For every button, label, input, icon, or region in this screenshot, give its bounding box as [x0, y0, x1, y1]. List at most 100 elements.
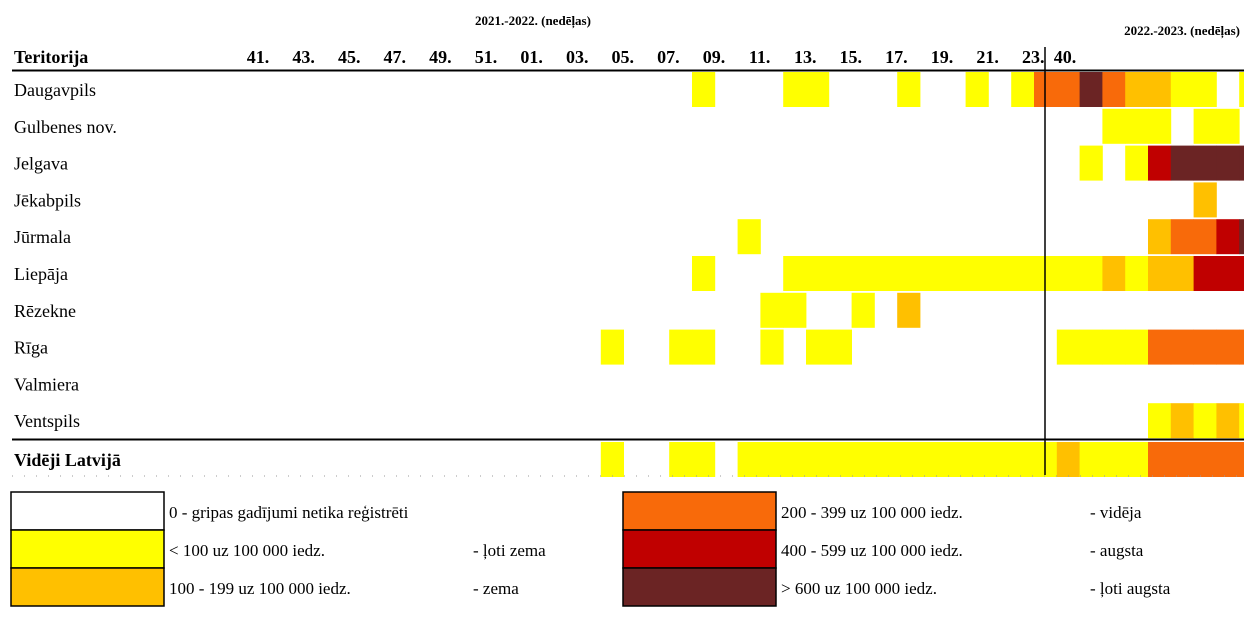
- week-label: 17.: [885, 47, 908, 67]
- heatmap-cell: [783, 292, 807, 328]
- heatmap-cell: [1193, 145, 1217, 181]
- heatmap-cell: [1148, 145, 1172, 181]
- heatmap-cell: [1079, 72, 1103, 107]
- heatmap-cell: [1102, 329, 1126, 365]
- legend-range-label: < 100 uz 100 000 iedz.: [169, 541, 325, 560]
- heatmap-cell: [760, 442, 784, 477]
- heatmap-cell: [1056, 256, 1080, 291]
- territory-label: Jelgava: [14, 154, 68, 174]
- heatmap-cell: [1125, 72, 1149, 107]
- heatmap-cell: [1102, 108, 1126, 144]
- heatmap-cell: [692, 256, 716, 291]
- heatmap-cell: [1193, 219, 1217, 255]
- season-header-2021-2022: 2021.-2022. (nedēļas): [475, 13, 591, 29]
- heatmap-cell: [1148, 256, 1172, 291]
- legend-range-label: > 600 uz 100 000 iedz.: [781, 579, 937, 598]
- legend-level-label: - zema: [473, 579, 519, 598]
- week-label: 45.: [338, 47, 361, 67]
- legend-level-label: - ļoti augsta: [1090, 579, 1171, 598]
- heatmap-cell: [965, 442, 989, 477]
- legend-swatch: [10, 491, 165, 531]
- heatmap-cell: [1102, 72, 1126, 107]
- heatmap-cell: [828, 442, 852, 477]
- week-label: 47.: [384, 47, 407, 67]
- week-label: 03.: [566, 47, 589, 67]
- heatmap-cell: [737, 442, 761, 477]
- heatmap-cell: [669, 329, 693, 365]
- legend-swatch: [622, 567, 777, 607]
- heatmap-cell: [1079, 256, 1103, 291]
- heatmap-cell: [1056, 329, 1080, 365]
- heatmap-cell: [692, 442, 716, 477]
- heatmap-cell: [1216, 442, 1240, 477]
- heatmap-cell: [828, 256, 852, 291]
- heatmap-cell: [920, 442, 944, 477]
- week-label: 15.: [840, 47, 863, 67]
- heatmap-cell: [1125, 256, 1149, 291]
- heatmap-cell: [1216, 403, 1240, 439]
- heatmap-cell: [1239, 72, 1244, 107]
- heatmap-cell: [828, 329, 852, 365]
- heatmap-cell: [920, 256, 944, 291]
- legend-range-label: 400 - 599 uz 100 000 iedz.: [781, 541, 963, 560]
- heatmap-cell: [874, 442, 898, 477]
- heatmap-cell: [851, 256, 875, 291]
- territory-label: Vidēji Latvijā: [14, 450, 121, 470]
- territory-label: Rīga: [14, 338, 48, 358]
- week-label: 11.: [749, 47, 771, 67]
- heatmap-cell: [1011, 256, 1035, 291]
- row-header: Teritorija: [14, 47, 88, 67]
- heatmap-cell: [988, 256, 1012, 291]
- week-label: 43.: [292, 47, 315, 67]
- heatmap-cell: [806, 72, 830, 107]
- week-label: 49.: [429, 47, 452, 67]
- heatmap-cell: [737, 219, 761, 255]
- territory-label: Valmiera: [14, 374, 79, 394]
- heatmap-cell: [783, 256, 807, 291]
- week-label: 21.: [976, 47, 999, 67]
- heatmap-cell: [1148, 403, 1172, 439]
- heatmap-cell: [1056, 442, 1080, 477]
- territory-label: Daugavpils: [14, 80, 96, 100]
- heatmap-cell: [669, 442, 693, 477]
- legend-swatch: [10, 567, 165, 607]
- heatmap-cell: [1125, 108, 1149, 144]
- heatmap-cell: [1148, 442, 1172, 477]
- heatmap-cell: [1239, 145, 1244, 181]
- heatmap-cell: [988, 442, 1012, 477]
- territory-label: Rēzekne: [14, 301, 76, 321]
- grid-lines: [12, 47, 1244, 477]
- heatmap-cell: [806, 329, 830, 365]
- territory-label: Ventspils: [14, 411, 80, 431]
- legend: 0 - gripas gadījumi netika reģistrēti < 1…: [10, 491, 1171, 607]
- territory-label: Liepāja: [14, 264, 68, 284]
- legend-swatch: [622, 529, 777, 569]
- heatmap-cell: [1011, 442, 1035, 477]
- heatmap-cell: [1102, 442, 1126, 477]
- heatmap-cell: [897, 442, 921, 477]
- heatmap-cell: [783, 442, 807, 477]
- heatmap-cell: [942, 256, 966, 291]
- heatmap-cell: [1170, 145, 1194, 181]
- heatmap-cell: [1125, 329, 1149, 365]
- heatmap-cell: [1148, 329, 1172, 365]
- heatmap-cell: [1170, 256, 1194, 291]
- heatmap-cell: [965, 72, 989, 107]
- heatmap-cell: [874, 256, 898, 291]
- heatmap-cell: [1193, 256, 1217, 291]
- heatmap-cell: [942, 442, 966, 477]
- heatmap-cell: [1170, 442, 1194, 477]
- heatmap-cell: [1079, 145, 1103, 181]
- heatmap-cell: [1216, 219, 1240, 255]
- legend-swatch: [622, 491, 777, 531]
- heatmap-cell: [1216, 145, 1240, 181]
- heatmap-cell: [1193, 329, 1217, 365]
- heatmap-cell: [1102, 256, 1126, 291]
- legend-level-label: - vidēja: [1090, 503, 1142, 522]
- heatmap-cell: [1148, 72, 1172, 107]
- territory-label: Jūrmala: [14, 227, 71, 247]
- heatmap-cell: [1239, 256, 1244, 291]
- heatmap-cell: [1239, 219, 1244, 255]
- heatmap-cell: [897, 72, 921, 107]
- heatmap-cell: [600, 442, 624, 477]
